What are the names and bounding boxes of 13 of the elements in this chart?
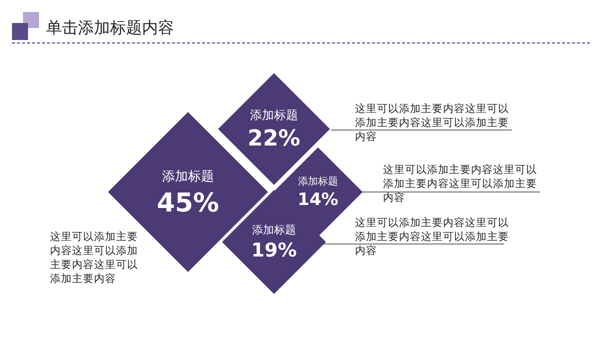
category-label: 添加标题 (162, 169, 214, 184)
data-label: 45% (156, 188, 220, 218)
text: 这里可以添加主要内容这里可以添加主要内容这里可以添加主要内容 (355, 216, 510, 258)
category-label: 添加标题 (252, 223, 296, 236)
text: 这里可以添加主要内容这里可以添加主要内容这里可以添加主要内容 (383, 163, 538, 205)
category-label: 添加标题 (250, 108, 298, 122)
data-label: 19% (251, 239, 297, 262)
text: 这里可以添加主要内容这里可以添加主要内容这里可以添加主要内容 (355, 102, 510, 144)
text: 单击添加标题内容 (46, 18, 174, 37)
text: 这里可以添加主要内容这里可以添加主要内容这里可以添加主要内容 (50, 230, 139, 286)
category-label: 添加标题 (298, 175, 338, 188)
data-label: 22% (248, 126, 300, 152)
data-label: 14% (298, 190, 338, 210)
